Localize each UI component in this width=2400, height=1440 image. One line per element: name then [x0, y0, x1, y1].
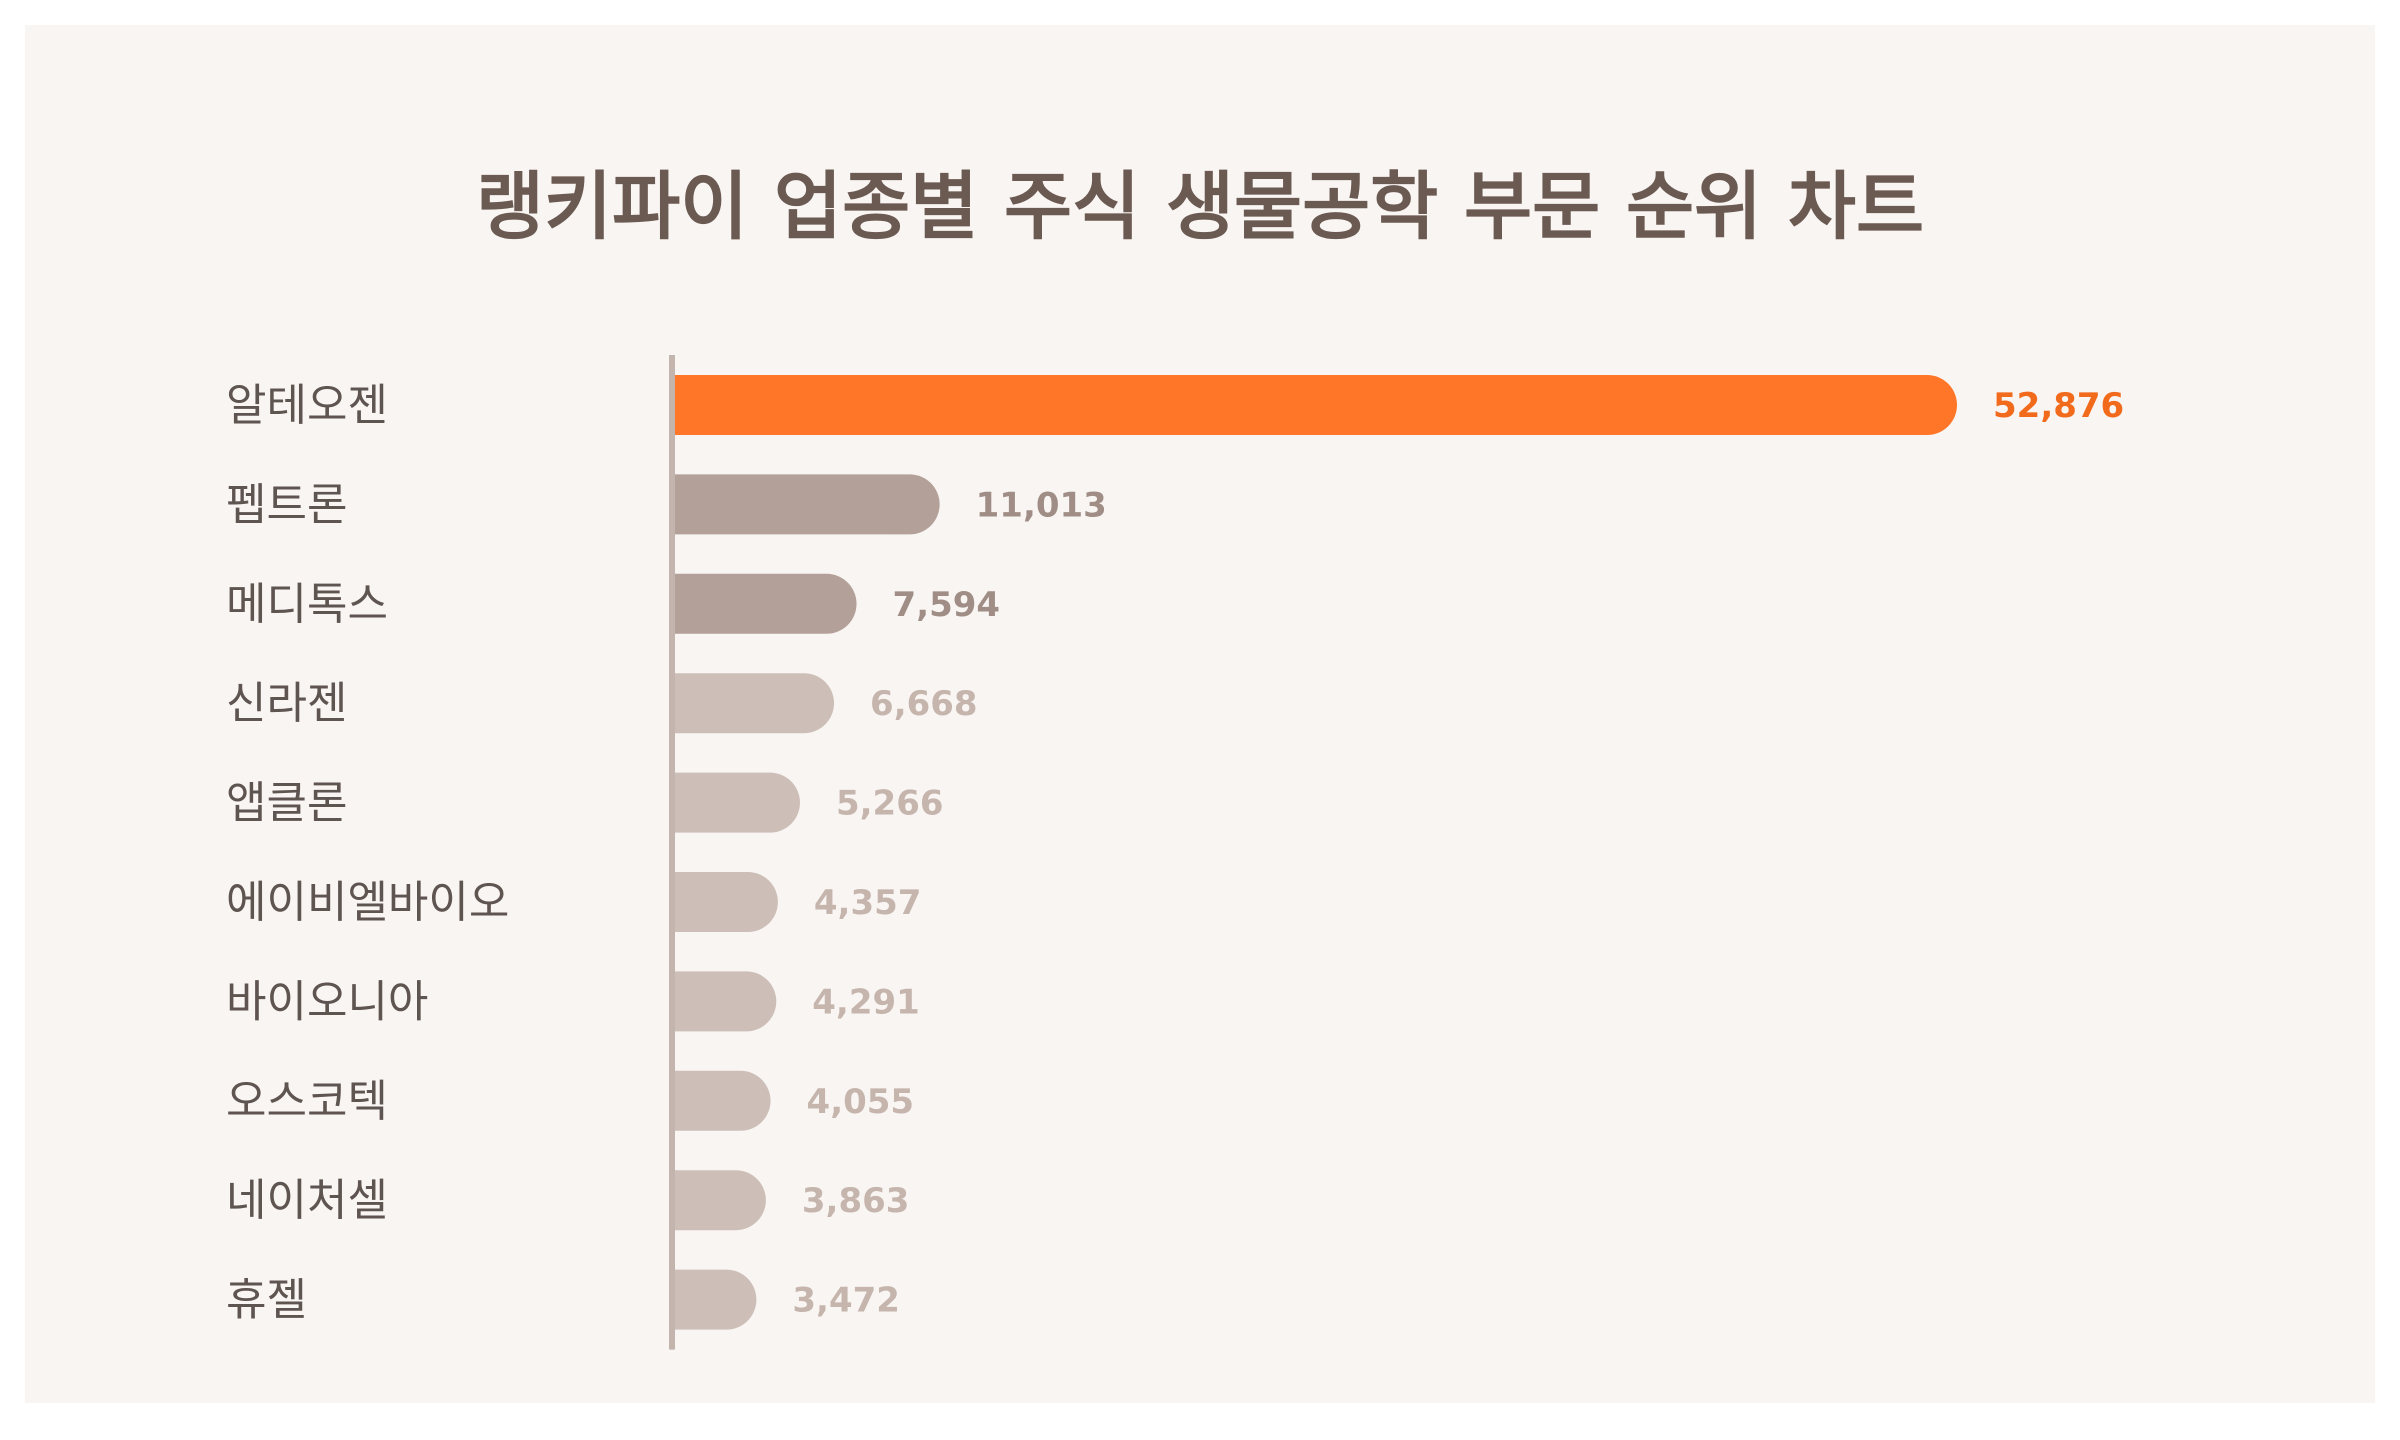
chart-card: [25, 25, 2375, 1403]
bar-7: [672, 971, 777, 1032]
category-label-6: 에이비엘바이오: [226, 877, 509, 928]
value-label-4: 6,668: [870, 684, 978, 724]
value-label-1: 52,876: [1993, 386, 2124, 426]
value-label-10: 3,472: [792, 1281, 900, 1321]
chart-title: 랭키파이 업종별 주식 생물공학 부문 순위 차트: [475, 164, 1925, 250]
value-label-7: 4,291: [812, 982, 920, 1022]
value-label-8: 4,055: [807, 1082, 915, 1122]
category-label-1: 알테오젠: [226, 380, 388, 431]
value-label-2: 11,013: [976, 485, 1107, 525]
category-label-10: 휴젤: [226, 1275, 307, 1326]
category-label-2: 펩트론: [226, 479, 347, 530]
category-label-8: 오스코텍: [226, 1076, 388, 1127]
bar-6: [672, 872, 778, 932]
category-label-5: 앱클론: [226, 778, 347, 829]
bar-9: [672, 1170, 766, 1231]
value-label-3: 7,594: [893, 585, 1001, 625]
bar-4: [672, 673, 835, 734]
bar-2: [672, 474, 940, 535]
value-label-9: 3,863: [802, 1181, 910, 1221]
value-label-6: 4,357: [814, 883, 922, 923]
bar-3: [672, 573, 857, 634]
category-label-9: 네이처셀: [226, 1175, 388, 1226]
bar-5: [672, 772, 800, 833]
bar-8: [672, 1070, 771, 1131]
category-label-7: 바이오니아: [226, 976, 428, 1027]
value-label-5: 5,266: [836, 784, 944, 824]
category-label-3: 메디톡스: [226, 579, 388, 630]
bar-10: [672, 1269, 757, 1330]
bar-1: [672, 375, 1957, 435]
category-label-4: 신라젠: [226, 678, 347, 729]
